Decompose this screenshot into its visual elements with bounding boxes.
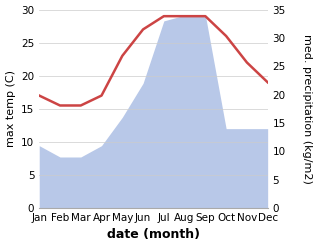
X-axis label: date (month): date (month)	[107, 228, 200, 242]
Y-axis label: max temp (C): max temp (C)	[5, 70, 16, 147]
Y-axis label: med. precipitation (kg/m2): med. precipitation (kg/m2)	[302, 34, 313, 184]
